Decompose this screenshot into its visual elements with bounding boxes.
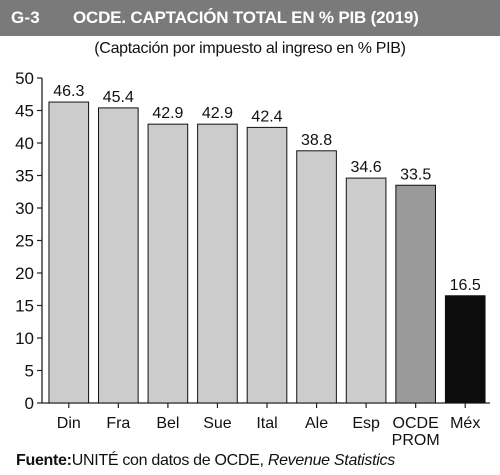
bar xyxy=(345,177,387,404)
bar xyxy=(98,107,139,404)
bar xyxy=(197,123,238,404)
chart-subtitle: (Captación por impuesto al ingreso en % … xyxy=(94,40,406,57)
bar xyxy=(48,101,90,404)
data-label: 16.5 xyxy=(450,277,481,294)
bar xyxy=(395,184,436,404)
data-label: 42.4 xyxy=(251,108,282,125)
bar xyxy=(296,150,337,404)
data-label: 42.9 xyxy=(202,105,233,122)
bar xyxy=(444,295,486,404)
x-tick-label: Din xyxy=(57,415,81,432)
x-tick-label: Ital xyxy=(256,415,277,432)
bar-chart: 0 5 10 15 20 25 30 35 40 45 50 46.3 Din 45.4 Fra 42.9 Be… xyxy=(15,69,490,449)
bar xyxy=(147,123,189,404)
x-tick-label: PROM xyxy=(392,432,440,449)
source-text: UNITÉ con datos de OCDE, xyxy=(71,452,268,469)
x-tick-label: OCDE xyxy=(393,415,439,432)
figure-header: G-3 OCDE. CAPTACIÓN TOTAL EN % PIB (2019… xyxy=(0,0,500,36)
data-label: 45.4 xyxy=(103,89,134,106)
data-label: 33.5 xyxy=(400,166,431,183)
y-tick-label: 10 xyxy=(15,329,34,348)
data-label: 34.6 xyxy=(351,159,382,176)
figure-title: OCDE. CAPTACIÓN TOTAL EN % PIB (2019) xyxy=(73,8,419,27)
x-tick-label: Sue xyxy=(203,415,232,432)
y-tick-label: 25 xyxy=(15,232,34,251)
data-label: 46.3 xyxy=(53,83,84,100)
data-label: 38.8 xyxy=(301,132,332,149)
source-note: Fuente:UNITÉ con datos de OCDE, Revenue … xyxy=(16,452,395,470)
y-tick-label: 35 xyxy=(15,167,34,186)
figure-id: G-3 xyxy=(11,8,40,27)
y-tick-label: 40 xyxy=(15,134,34,153)
y-tick-label: 15 xyxy=(15,297,34,316)
bar xyxy=(246,126,288,404)
y-tick-label: 5 xyxy=(25,362,34,381)
y-tick-label: 45 xyxy=(15,102,34,121)
y-tick-label: 50 xyxy=(15,69,34,88)
x-tick-label: Méx xyxy=(450,415,480,432)
y-tick-label: 0 xyxy=(25,394,34,413)
y-tick-label: 30 xyxy=(15,199,34,218)
source-label: Fuente: xyxy=(16,452,72,469)
x-tick-label: Fra xyxy=(106,415,130,432)
x-tick-label: Bel xyxy=(156,415,179,432)
x-tick-label: Ale xyxy=(305,415,328,432)
data-label: 42.9 xyxy=(152,105,183,122)
y-tick-label: 20 xyxy=(15,264,34,283)
source-italic: Revenue Statistics xyxy=(267,452,395,469)
x-tick-label: Esp xyxy=(352,415,380,432)
